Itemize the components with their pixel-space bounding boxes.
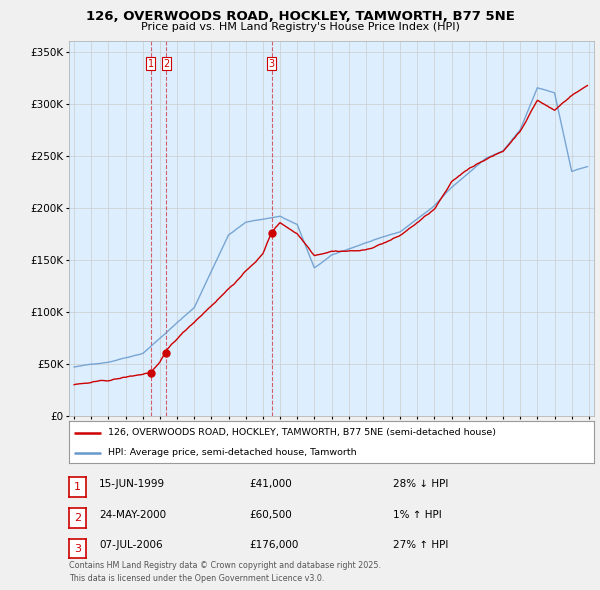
Text: £41,000: £41,000 bbox=[249, 479, 292, 489]
Text: 126, OVERWOODS ROAD, HOCKLEY, TAMWORTH, B77 5NE (semi-detached house): 126, OVERWOODS ROAD, HOCKLEY, TAMWORTH, … bbox=[109, 428, 496, 437]
Text: 3: 3 bbox=[269, 59, 275, 69]
Text: HPI: Average price, semi-detached house, Tamworth: HPI: Average price, semi-detached house,… bbox=[109, 448, 357, 457]
Text: £176,000: £176,000 bbox=[249, 540, 298, 550]
Text: 27% ↑ HPI: 27% ↑ HPI bbox=[393, 540, 448, 550]
Text: 28% ↓ HPI: 28% ↓ HPI bbox=[393, 479, 448, 489]
Text: 2: 2 bbox=[74, 513, 81, 523]
Text: 2: 2 bbox=[163, 59, 170, 69]
Text: 1: 1 bbox=[148, 59, 154, 69]
Text: Contains HM Land Registry data © Crown copyright and database right 2025.
This d: Contains HM Land Registry data © Crown c… bbox=[69, 562, 381, 583]
Text: 07-JUL-2006: 07-JUL-2006 bbox=[99, 540, 163, 550]
Text: 3: 3 bbox=[74, 543, 81, 553]
Text: 24-MAY-2000: 24-MAY-2000 bbox=[99, 510, 166, 520]
Text: £60,500: £60,500 bbox=[249, 510, 292, 520]
Text: 1: 1 bbox=[74, 482, 81, 492]
Text: 126, OVERWOODS ROAD, HOCKLEY, TAMWORTH, B77 5NE: 126, OVERWOODS ROAD, HOCKLEY, TAMWORTH, … bbox=[86, 10, 514, 23]
Text: 15-JUN-1999: 15-JUN-1999 bbox=[99, 479, 165, 489]
Text: Price paid vs. HM Land Registry's House Price Index (HPI): Price paid vs. HM Land Registry's House … bbox=[140, 22, 460, 32]
Text: 1% ↑ HPI: 1% ↑ HPI bbox=[393, 510, 442, 520]
